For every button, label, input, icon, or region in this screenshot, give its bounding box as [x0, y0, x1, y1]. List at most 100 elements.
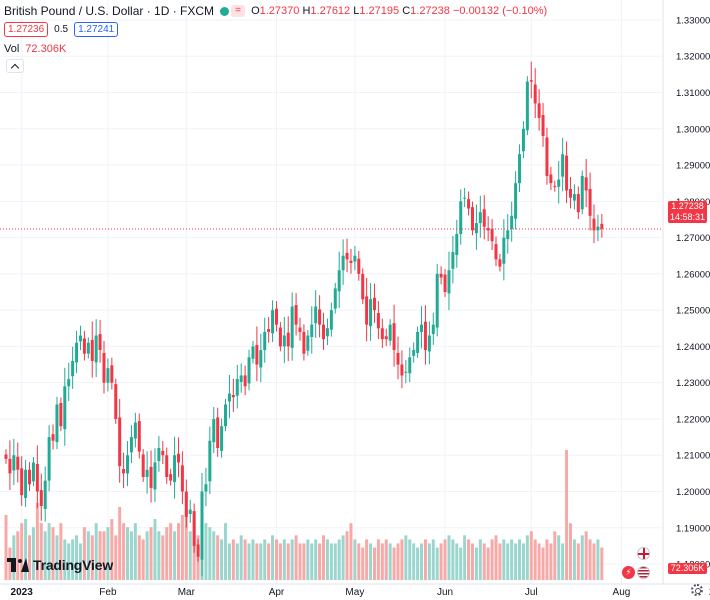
candle-body[interactable]: [447, 270, 451, 294]
candle-body[interactable]: [384, 336, 388, 340]
candle-body[interactable]: [502, 237, 506, 264]
candle-body[interactable]: [427, 335, 431, 352]
candle-body[interactable]: [133, 422, 137, 439]
candle-body[interactable]: [110, 365, 114, 383]
candle-body[interactable]: [184, 491, 188, 517]
candle-body[interactable]: [216, 417, 220, 448]
candle-body[interactable]: [298, 327, 302, 332]
symbol-title[interactable]: British Pound / U.S. Dollar · 1D · FXCM: [4, 4, 215, 18]
candle-body[interactable]: [435, 273, 439, 328]
candle-body[interactable]: [545, 137, 549, 176]
buy-button[interactable]: 1.27241: [74, 22, 119, 37]
candle-body[interactable]: [474, 223, 478, 234]
candle-body[interactable]: [314, 306, 318, 324]
candle-body[interactable]: [247, 357, 251, 384]
candle-body[interactable]: [396, 352, 400, 365]
candle-body[interactable]: [392, 323, 396, 351]
candle-body[interactable]: [521, 128, 525, 152]
candle-body[interactable]: [572, 194, 576, 201]
candle-body[interactable]: [75, 342, 79, 363]
candle-body[interactable]: [588, 188, 592, 216]
candle-body[interactable]: [290, 306, 294, 348]
candle-body[interactable]: [20, 468, 24, 496]
candle-body[interactable]: [8, 458, 12, 474]
candle-body[interactable]: [322, 324, 326, 340]
candle-body[interactable]: [4, 454, 8, 459]
candle-body[interactable]: [35, 463, 39, 492]
candle-body[interactable]: [592, 218, 596, 231]
candle-body[interactable]: [533, 84, 537, 104]
candle-body[interactable]: [192, 511, 196, 546]
candle-body[interactable]: [349, 260, 353, 263]
candle-body[interactable]: [600, 223, 604, 229]
candle-body[interactable]: [345, 252, 349, 260]
market-status[interactable]: =: [220, 5, 246, 17]
collapse-legend-button[interactable]: [6, 59, 24, 73]
sell-button[interactable]: 1.27236: [4, 22, 49, 37]
candle-body[interactable]: [24, 469, 28, 499]
candle-body[interactable]: [188, 509, 192, 514]
candle-body[interactable]: [580, 175, 584, 210]
candle-body[interactable]: [361, 273, 365, 300]
candle-body[interactable]: [302, 331, 306, 354]
candle-body[interactable]: [220, 426, 224, 451]
candle-body[interactable]: [310, 324, 314, 337]
candle-body[interactable]: [137, 421, 141, 452]
candle-body[interactable]: [325, 328, 329, 337]
candle-body[interactable]: [161, 450, 165, 456]
candle-body[interactable]: [537, 103, 541, 118]
candle-body[interactable]: [274, 308, 278, 325]
candle-body[interactable]: [39, 490, 43, 507]
candle-body[interactable]: [63, 386, 67, 430]
candle-body[interactable]: [212, 418, 216, 443]
candle-body[interactable]: [55, 404, 59, 443]
candle-body[interactable]: [157, 447, 161, 462]
candle-body[interactable]: [227, 393, 231, 402]
candle-body[interactable]: [568, 188, 572, 198]
candle-body[interactable]: [459, 201, 463, 234]
candle-body[interactable]: [67, 379, 71, 387]
candle-body[interactable]: [514, 183, 518, 219]
candle-body[interactable]: [455, 233, 459, 256]
candle-body[interactable]: [278, 327, 282, 347]
candle-body[interactable]: [337, 270, 341, 292]
candle-body[interactable]: [369, 299, 373, 327]
candle-body[interactable]: [443, 274, 447, 292]
candle-body[interactable]: [341, 255, 345, 271]
time-axis[interactable]: 2023 Feb Mar Apr May Jun Jul Aug 2: [0, 583, 710, 600]
candle-body[interactable]: [329, 310, 333, 330]
candle-body[interactable]: [106, 368, 110, 383]
candle-body[interactable]: [306, 335, 310, 351]
candle-body[interactable]: [176, 453, 180, 463]
candle-body[interactable]: [420, 324, 424, 332]
candle-body[interactable]: [231, 395, 235, 398]
candle-body[interactable]: [78, 335, 82, 342]
candle-body[interactable]: [294, 305, 298, 325]
candle-body[interactable]: [333, 288, 337, 309]
candle-body[interactable]: [510, 215, 514, 229]
candle-body[interactable]: [86, 342, 90, 354]
uk-flag-icon[interactable]: [637, 547, 650, 560]
candle-body[interactable]: [59, 402, 63, 427]
candle-body[interactable]: [200, 491, 204, 560]
candle-body[interactable]: [561, 154, 565, 177]
candle-body[interactable]: [165, 455, 169, 477]
candle-body[interactable]: [141, 454, 145, 477]
candle-body[interactable]: [263, 331, 267, 351]
candle-body[interactable]: [584, 177, 588, 191]
candle-body[interactable]: [16, 456, 20, 470]
candle-body[interactable]: [98, 334, 102, 351]
candle-body[interactable]: [28, 469, 32, 485]
candle-body[interactable]: [318, 309, 322, 325]
candle-body[interactable]: [365, 296, 369, 325]
candle-body[interactable]: [498, 259, 502, 267]
candle-body[interactable]: [255, 344, 259, 365]
tradingview-logo[interactable]: TradingView: [7, 557, 113, 573]
candle-body[interactable]: [243, 375, 247, 387]
candle-body[interactable]: [122, 469, 126, 474]
candle-body[interactable]: [423, 321, 427, 351]
candle-body[interactable]: [169, 474, 173, 481]
candle-body[interactable]: [129, 437, 133, 453]
candle-body[interactable]: [90, 339, 94, 361]
